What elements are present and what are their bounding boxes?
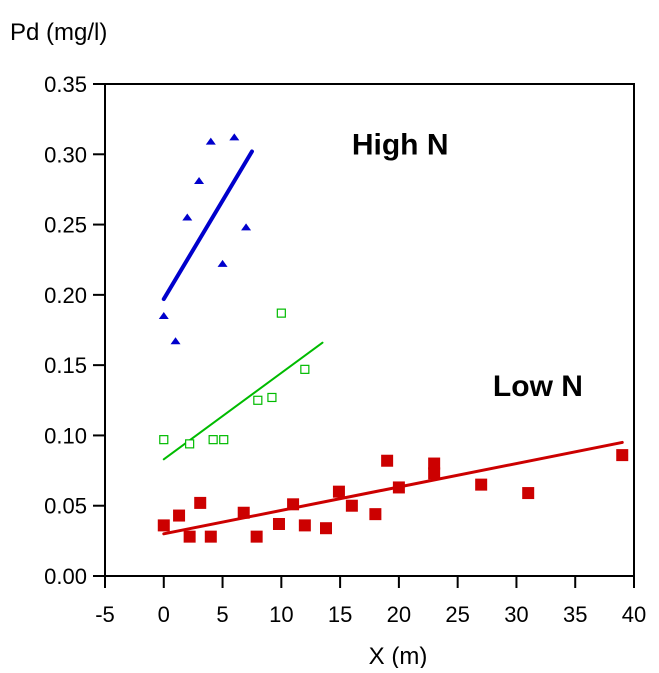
y-tick-label: 0.15 (44, 353, 87, 378)
x-tick-label: 5 (216, 602, 228, 627)
y-tick-label: 0.05 (44, 494, 87, 519)
y-tick-label: 0.30 (44, 142, 87, 167)
data-point (237, 506, 250, 519)
x-tick-label: 30 (504, 602, 528, 627)
annotations: High N Low N (352, 128, 583, 403)
data-point (194, 496, 207, 509)
annotation-label: High N (352, 128, 449, 161)
y-tick-label: 0.35 (44, 72, 87, 97)
y-tick-label: 0.10 (44, 423, 87, 448)
data-point (205, 137, 216, 145)
data-point (182, 213, 193, 221)
data-point (287, 498, 300, 511)
data-point (253, 395, 263, 405)
trend-lines (161, 149, 624, 536)
annotation-label: Low N (493, 370, 583, 403)
data-point (298, 519, 311, 532)
data-point (219, 435, 229, 445)
data-point (392, 481, 405, 494)
data-point (320, 522, 333, 535)
data-point (173, 509, 186, 522)
data-point (369, 508, 382, 521)
trend-line (161, 149, 254, 302)
y-tick-label: 0.25 (44, 213, 87, 238)
data-point (157, 519, 170, 532)
data-point (276, 308, 286, 318)
data-point (475, 478, 488, 491)
data-points (157, 133, 629, 543)
data-point (217, 259, 228, 267)
data-point (428, 457, 441, 470)
x-tick-label: -5 (95, 602, 115, 627)
x-tick-label: 20 (387, 602, 411, 627)
data-point (272, 517, 285, 530)
x-axis: -5 0 5 10 15 20 25 30 35 40 (95, 576, 646, 627)
data-point (267, 392, 277, 403)
data-point (170, 337, 181, 345)
data-point (381, 454, 394, 467)
x-tick-label: 40 (622, 602, 646, 627)
x-tick-label: 25 (445, 602, 469, 627)
data-point (158, 311, 169, 319)
data-point (159, 435, 169, 445)
data-point (616, 449, 629, 462)
plot-frame (104, 83, 635, 577)
x-tick-label: 10 (269, 602, 293, 627)
data-point (332, 485, 345, 498)
y-tick-label: 0.00 (44, 564, 87, 589)
x-tick-label: 15 (328, 602, 352, 627)
x-tick-label: 35 (563, 602, 587, 627)
data-point (185, 439, 195, 449)
data-point (345, 499, 358, 512)
data-point (241, 223, 252, 231)
data-point (522, 487, 535, 500)
data-point (208, 435, 218, 445)
data-point (428, 467, 441, 480)
data-point (204, 530, 217, 543)
data-point (300, 364, 310, 374)
y-tick-label: 0.20 (44, 283, 87, 308)
x-tick-label: 0 (158, 602, 170, 627)
y-axis-title: Pd (mg/l) (10, 19, 107, 46)
data-point (250, 530, 263, 543)
data-point (194, 176, 205, 184)
data-point (183, 530, 196, 543)
x-axis-title: X (m) (369, 643, 428, 668)
data-point (229, 133, 240, 141)
y-axis: 0.00 0.05 0.10 0.15 0.20 0.25 0.30 0.35 (44, 72, 105, 589)
